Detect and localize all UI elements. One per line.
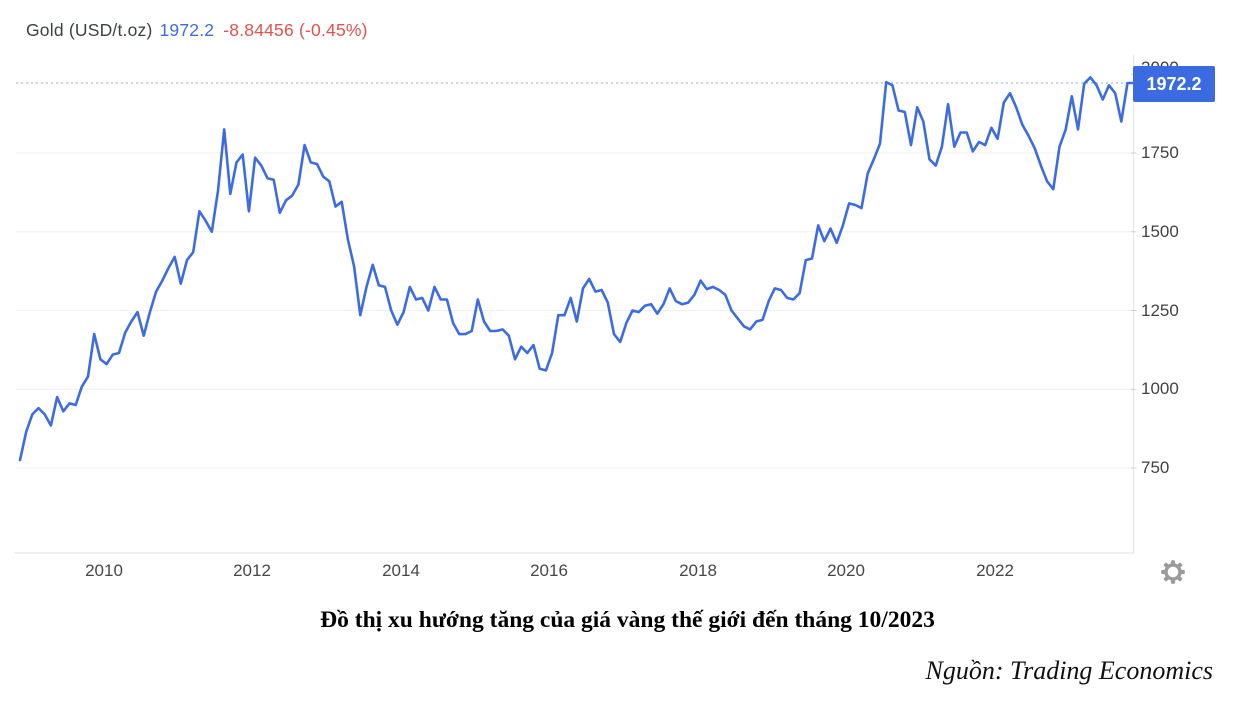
x-axis-label: 2014: [382, 561, 420, 580]
price-change-text: -8.84456 (-0.45%): [223, 20, 368, 40]
chart-caption: Đồ thị xu hướng tăng của giá vàng thế gi…: [320, 607, 935, 633]
gold-price-series-line[interactable]: [18, 76, 1134, 462]
x-axis-label: 2016: [530, 561, 568, 580]
x-axis-label: 2012: [233, 561, 271, 580]
symbol-label: Gold (USD/t.oz): [26, 20, 153, 40]
x-axis-label: 2010: [85, 561, 123, 580]
x-axis-label: 2022: [976, 561, 1014, 580]
last-price-badge: 1972.2: [1133, 66, 1215, 102]
y-axis-label: 1250: [1141, 301, 1179, 320]
y-axis-label: 1750: [1141, 143, 1179, 162]
horizontal-gridlines: [16, 152, 1133, 469]
chart-header: Gold (USD/t.oz) 1972.2 -8.84456 (-0.45%): [26, 20, 368, 41]
last-price-text: 1972.2: [159, 20, 215, 40]
x-axis-label: 2020: [827, 561, 865, 580]
y-axis-label: 750: [1141, 458, 1170, 477]
y-axis-label: 1500: [1141, 222, 1179, 241]
source-credit: Nguồn: Trading Economics: [925, 656, 1213, 685]
gear-icon[interactable]: [1159, 558, 1187, 586]
y-axis-label: 1000: [1141, 379, 1179, 398]
x-axis-label: 2018: [679, 561, 717, 580]
